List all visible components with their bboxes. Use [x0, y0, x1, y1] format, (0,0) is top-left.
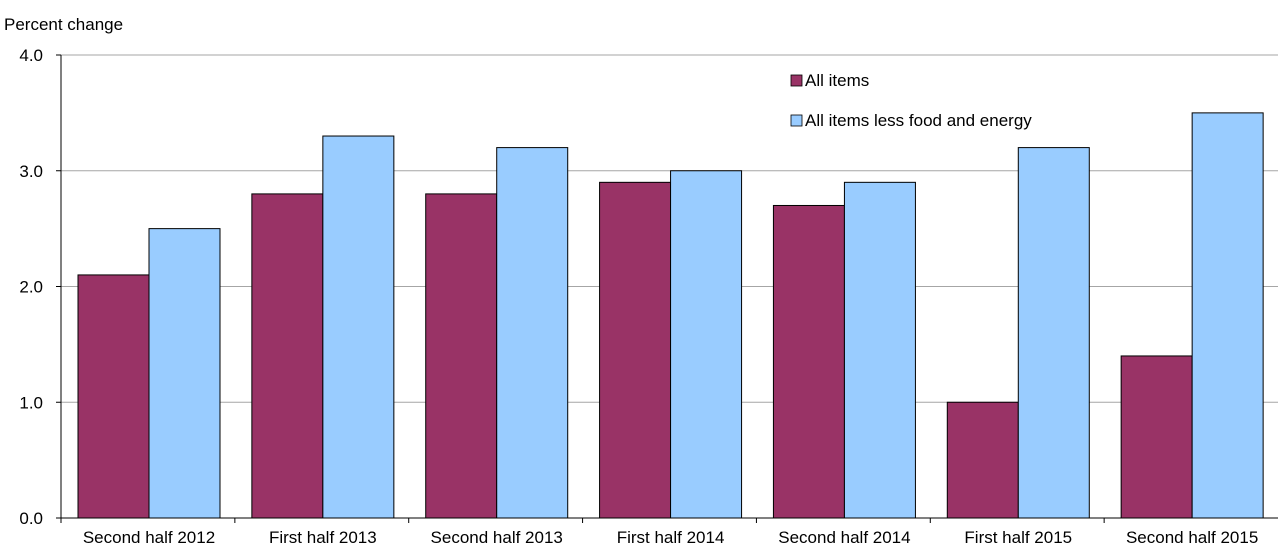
x-tick-label: Second half 2013 — [431, 528, 563, 547]
bar-all-items — [77, 274, 150, 519]
bar-all-items-less-food-energy — [1191, 112, 1264, 519]
y-tick-label: 4.0 — [19, 46, 43, 65]
x-ticks: Second half 2012 First half 2013 Second ha… — [60, 518, 1258, 547]
legend-swatch-core — [790, 114, 803, 127]
bar-all-items-less-food-energy — [1017, 147, 1090, 519]
x-tick-label: First half 2014 — [617, 528, 725, 547]
x-tick-label: Second half 2012 — [83, 528, 215, 547]
bar-all-items — [1120, 355, 1193, 519]
legend-swatch-all-items — [790, 74, 803, 87]
bar-all-items-less-food-energy — [670, 170, 743, 519]
bar-all-items-less-food-energy — [496, 147, 569, 519]
bars — [77, 112, 1264, 519]
x-tick-label: Second half 2014 — [778, 528, 910, 547]
x-tick-label: First half 2013 — [269, 528, 377, 547]
bar-all-items — [772, 204, 845, 519]
bar-all-items — [251, 193, 324, 519]
y-ticks: 0.0 1.0 2.0 3.0 4.0 — [19, 46, 61, 528]
bar-all-items — [599, 181, 672, 519]
bar-all-items-less-food-energy — [148, 228, 221, 519]
x-tick-label: Second half 2015 — [1126, 528, 1258, 547]
y-tick-label: 3.0 — [19, 162, 43, 181]
bar-all-items-less-food-energy — [322, 135, 395, 519]
legend-label-core: All items less food and energy — [805, 111, 1032, 130]
legend: All items All items less food and energy — [790, 71, 1032, 130]
y-axis-label: Percent change — [4, 15, 123, 34]
y-tick-label: 2.0 — [19, 278, 43, 297]
bar-all-items-less-food-energy — [843, 181, 916, 519]
x-tick-label: First half 2015 — [964, 528, 1072, 547]
legend-label-all-items: All items — [805, 71, 869, 90]
y-tick-label: 1.0 — [19, 393, 43, 412]
bar-all-items — [425, 193, 498, 519]
y-tick-label: 0.0 — [19, 509, 43, 528]
bar-all-items — [946, 401, 1019, 519]
